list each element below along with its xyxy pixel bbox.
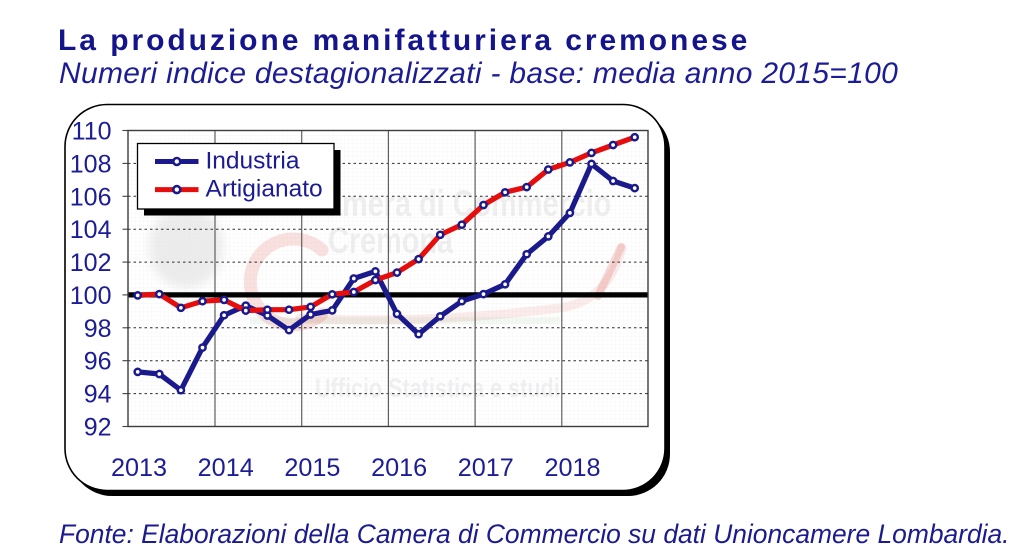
- svg-text:102: 102: [70, 249, 112, 277]
- svg-text:92: 92: [84, 414, 112, 442]
- svg-text:2017: 2017: [458, 454, 514, 482]
- svg-text:110: 110: [72, 118, 112, 146]
- svg-text:2013: 2013: [111, 454, 167, 482]
- svg-text:94: 94: [84, 381, 112, 409]
- svg-text:96: 96: [84, 348, 112, 376]
- svg-text:Artigianato: Artigianato: [206, 176, 323, 203]
- svg-text:108: 108: [70, 150, 112, 178]
- svg-text:Industria: Industria: [206, 147, 300, 174]
- svg-text:2018: 2018: [544, 454, 600, 482]
- svg-text:100: 100: [70, 282, 112, 310]
- svg-text:Ufficio Statistica e studi: Ufficio Statistica e studi: [315, 374, 560, 404]
- svg-text:2016: 2016: [371, 454, 427, 482]
- svg-text:106: 106: [70, 183, 112, 211]
- svg-text:2015: 2015: [284, 454, 340, 482]
- svg-text:98: 98: [84, 315, 112, 343]
- svg-text:2014: 2014: [198, 454, 254, 482]
- svg-text:104: 104: [70, 216, 112, 244]
